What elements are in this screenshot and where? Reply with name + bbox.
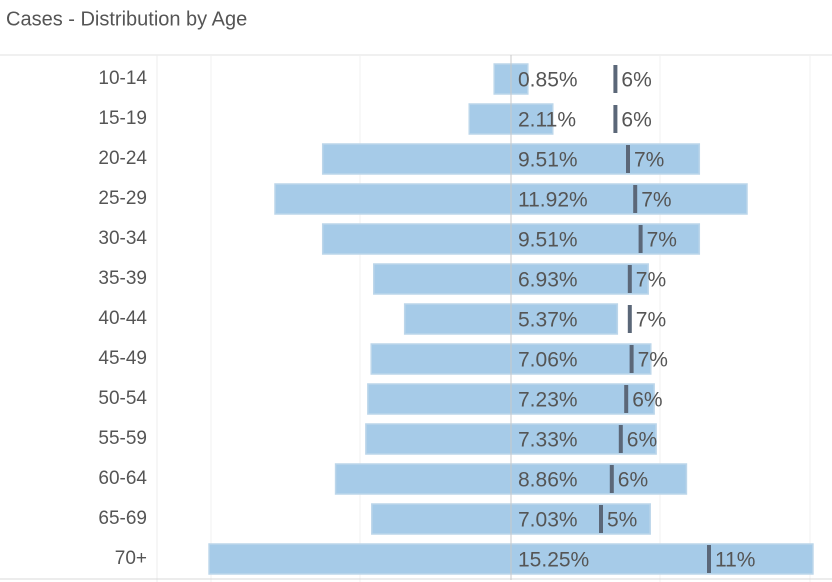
- data-label: 7.33%: [518, 429, 578, 452]
- reference-label: 7%: [647, 229, 677, 252]
- y-tick-label: 15-19: [98, 108, 147, 129]
- reference-label: 6%: [621, 69, 651, 92]
- reference-label: 6%: [621, 109, 651, 132]
- chart-title: Cases - Distribution by Age: [6, 8, 247, 30]
- reference-label: 7%: [636, 309, 666, 332]
- y-tick-label: 65-69: [98, 508, 147, 529]
- data-label: 9.51%: [518, 229, 578, 252]
- data-label: 5.37%: [518, 309, 578, 332]
- data-label: 6.93%: [518, 269, 578, 292]
- y-tick-label: 20-24: [98, 148, 147, 169]
- data-label: 11.92%: [518, 189, 588, 212]
- y-tick-label: 55-59: [98, 428, 147, 449]
- reference-label: 6%: [627, 429, 657, 452]
- y-tick-label: 30-34: [98, 228, 147, 249]
- y-tick-label: 50-54: [98, 388, 147, 409]
- reference-label: 7%: [636, 269, 666, 292]
- data-label: 0.85%: [518, 69, 578, 92]
- reference-label: 6%: [632, 389, 662, 412]
- y-tick-label: 35-39: [98, 268, 147, 289]
- y-tick-label: 60-64: [98, 468, 147, 489]
- data-label: 2.11%: [518, 109, 576, 132]
- reference-label: 7%: [634, 149, 664, 172]
- y-tick-label: 40-44: [98, 308, 147, 329]
- reference-label: 11%: [715, 549, 755, 572]
- y-tick-label: 10-14: [98, 68, 147, 89]
- y-tick-label: 70+: [115, 548, 147, 569]
- reference-label: 5%: [607, 509, 637, 532]
- data-label: 15.25%: [518, 549, 589, 572]
- data-label: 7.06%: [518, 349, 578, 372]
- data-label: 9.51%: [518, 149, 578, 172]
- reference-label: 6%: [618, 469, 648, 492]
- y-tick-label: 25-29: [98, 188, 147, 209]
- data-label: 8.86%: [518, 469, 578, 492]
- reference-label: 7%: [638, 349, 668, 372]
- data-label: 7.03%: [518, 509, 578, 532]
- data-label: 7.23%: [518, 389, 578, 412]
- y-tick-label: 45-49: [98, 348, 147, 369]
- reference-label: 7%: [641, 189, 671, 212]
